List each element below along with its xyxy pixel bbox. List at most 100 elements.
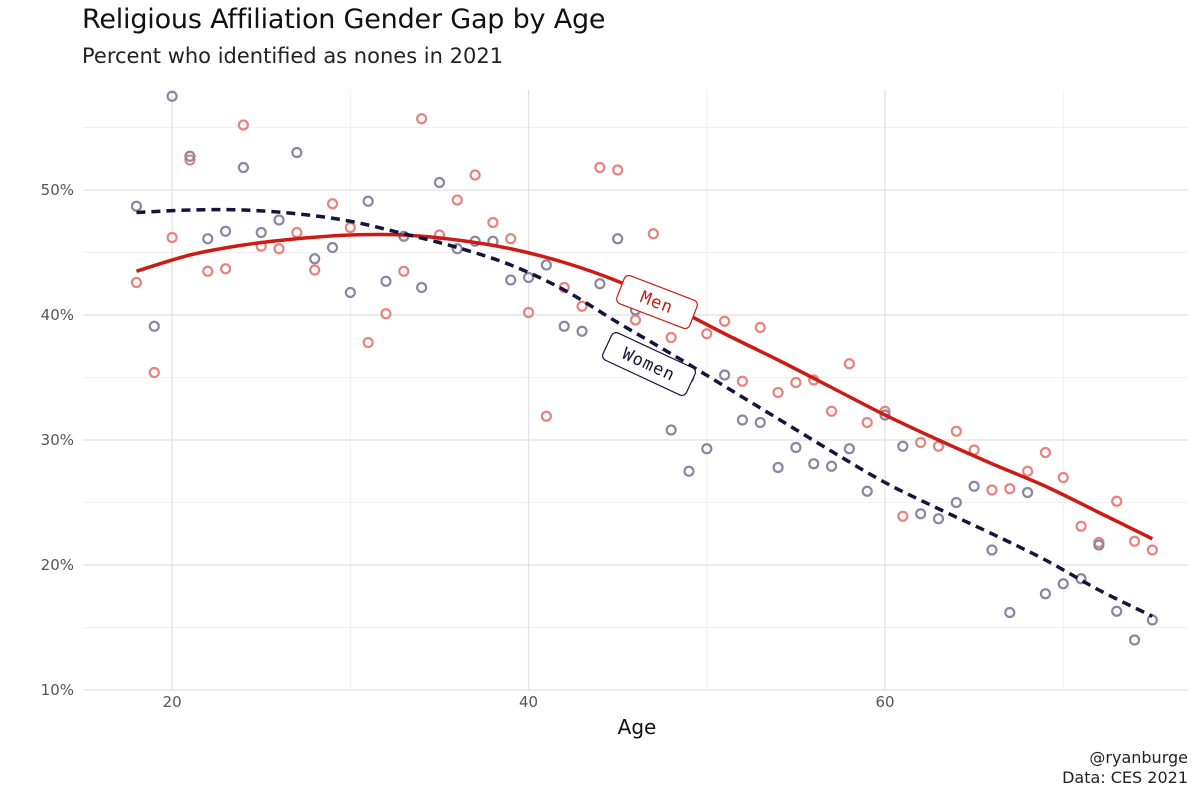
men-point	[736, 375, 749, 387]
men-point	[1146, 544, 1158, 556]
women-fit-line	[136, 207, 1154, 618]
x-axis-ticks: 20 40 60	[163, 693, 895, 711]
men-point	[825, 405, 838, 417]
men-point	[986, 484, 998, 496]
women-point	[879, 409, 891, 421]
women-point	[772, 461, 784, 474]
label-box	[616, 274, 698, 330]
women-point	[130, 200, 143, 212]
women-point	[380, 275, 392, 287]
women-point	[291, 146, 303, 159]
men-point	[202, 265, 214, 277]
men-points	[130, 113, 1158, 556]
caption-author: @ryanburge	[1089, 748, 1188, 767]
chart-subtitle: Percent who identified as nones in 2021	[82, 44, 504, 68]
y-tick-label: 30%	[41, 431, 74, 449]
men-fit-line	[135, 232, 1154, 541]
men-point	[647, 228, 659, 240]
women-point	[950, 496, 962, 509]
women-point	[433, 176, 446, 189]
men-point	[148, 366, 160, 379]
men-point	[469, 169, 481, 181]
women-point	[915, 508, 927, 520]
women-points	[130, 90, 1158, 646]
women-point	[683, 465, 695, 477]
y-axis-ticks: 10% 20% 30% 40% 50%	[41, 181, 74, 699]
men-point	[326, 198, 339, 210]
women-point	[1021, 486, 1034, 499]
men-point	[665, 331, 677, 344]
men-point	[309, 264, 321, 276]
women-point	[736, 414, 749, 426]
women-point	[558, 320, 570, 332]
women-point	[184, 150, 196, 162]
men-point	[701, 328, 713, 340]
men-point	[487, 216, 499, 229]
men-point	[273, 243, 285, 255]
men-point	[380, 308, 392, 320]
x-axis-label: Age	[618, 715, 657, 739]
women-point	[309, 253, 321, 265]
women-point	[1146, 614, 1158, 626]
men-point	[130, 276, 143, 289]
men-point	[719, 315, 731, 327]
women-point	[825, 460, 838, 472]
women-point	[719, 369, 731, 381]
women-point	[861, 485, 873, 497]
women-point	[612, 233, 624, 245]
women-point	[665, 424, 677, 436]
women-point	[451, 243, 463, 255]
women-point	[540, 259, 552, 271]
men-point	[1111, 495, 1123, 507]
men-point	[612, 164, 624, 176]
men-point	[219, 263, 232, 275]
men-point	[950, 425, 962, 437]
men-point	[558, 281, 570, 294]
women-point	[808, 458, 820, 470]
women-point	[148, 320, 160, 332]
women-point	[202, 233, 214, 245]
men-point	[166, 231, 178, 244]
women-point	[754, 416, 766, 429]
chart-title: Religious Affiliation Gender Gap by Age	[82, 4, 606, 35]
men-point	[594, 161, 606, 174]
men-point	[451, 194, 463, 206]
men-point	[184, 154, 196, 166]
women-point	[576, 325, 588, 337]
women-point	[237, 161, 250, 174]
women-point	[897, 440, 909, 452]
men-point	[291, 226, 303, 239]
grid-lines	[83, 90, 1188, 691]
men-point	[540, 410, 552, 422]
y-tick-label: 40%	[41, 306, 74, 324]
women-point	[344, 286, 356, 299]
men-point	[1057, 471, 1069, 484]
men-point	[1004, 483, 1016, 495]
men-point	[576, 300, 588, 312]
women-point	[522, 271, 535, 284]
men-point	[772, 386, 784, 399]
women-point	[255, 226, 267, 239]
women-point	[1111, 605, 1123, 617]
men-point	[522, 306, 535, 319]
men-point	[1021, 465, 1034, 477]
women-point	[594, 278, 606, 290]
men-label: Men	[616, 274, 698, 330]
fit-lines	[135, 207, 1154, 618]
men-point	[843, 358, 855, 370]
women-point	[219, 225, 232, 237]
men-point	[754, 321, 766, 334]
men-point	[398, 265, 410, 277]
x-tick-label: 40	[519, 693, 538, 711]
women-point	[1093, 539, 1105, 551]
y-tick-label: 50%	[41, 181, 74, 199]
label-box	[602, 332, 696, 396]
men-point	[629, 314, 642, 326]
women-point	[1057, 578, 1069, 590]
y-tick-label: 20%	[41, 556, 74, 574]
men-point	[1128, 535, 1141, 547]
women-point	[701, 443, 713, 455]
men-point	[897, 510, 909, 522]
